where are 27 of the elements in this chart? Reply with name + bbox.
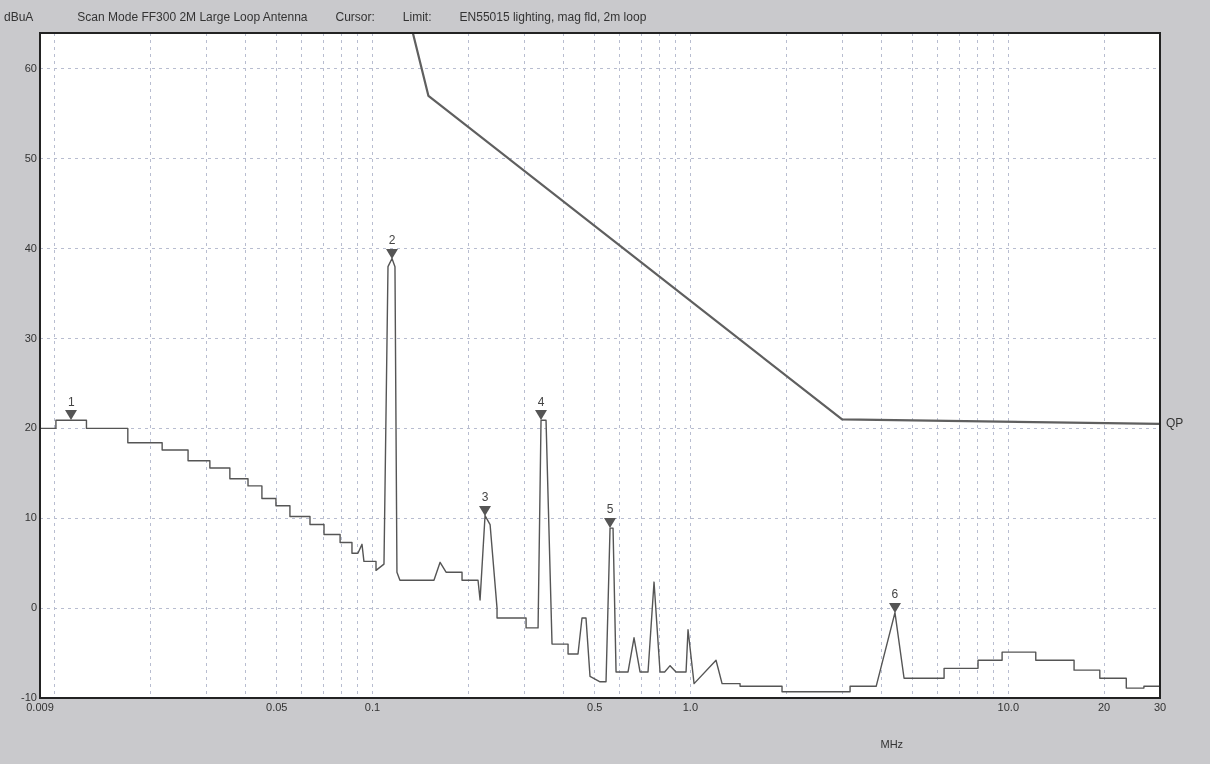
x-tick-label: 0.1 — [364, 700, 381, 713]
text: EN55015 lighting, mag fld, 2m loop — [459, 10, 647, 24]
y-tick-label: 30 — [24, 331, 37, 344]
annotation: 1 — [68, 394, 76, 409]
annotation: 3 — [481, 489, 489, 504]
y-tick-label: 50 — [24, 151, 37, 164]
y-tick-label: 20 — [24, 421, 37, 434]
text: Limit: — [402, 10, 432, 24]
annotation: 4 — [537, 394, 545, 409]
y-axis-title: dBuA — [4, 10, 34, 24]
x-tick-label: 0.5 — [587, 700, 603, 713]
y-tick-label: 0 — [30, 601, 37, 614]
text: Cursor: — [335, 10, 375, 24]
x-tick-label: 1.0 — [682, 700, 699, 713]
chart-title: Scan Mode FF300 2M Large Loop Antenna — [77, 10, 308, 24]
x-axis-title: MHz — [880, 738, 904, 750]
y-tick-label: 10 — [24, 511, 37, 524]
x-tick-label: 0.05 — [266, 700, 288, 713]
annotation: 6 — [891, 586, 899, 601]
x-tick-label: 20 — [1097, 700, 1111, 713]
annotation: 2 — [388, 232, 396, 247]
x-tick-label: 30 — [1153, 700, 1167, 713]
annotation: 5 — [606, 502, 614, 517]
y-tick-label: 40 — [24, 241, 37, 254]
y-tick-label: 60 — [24, 61, 37, 74]
series-label: QP — [1166, 416, 1184, 431]
x-tick-label: 10.0 — [997, 700, 1020, 713]
